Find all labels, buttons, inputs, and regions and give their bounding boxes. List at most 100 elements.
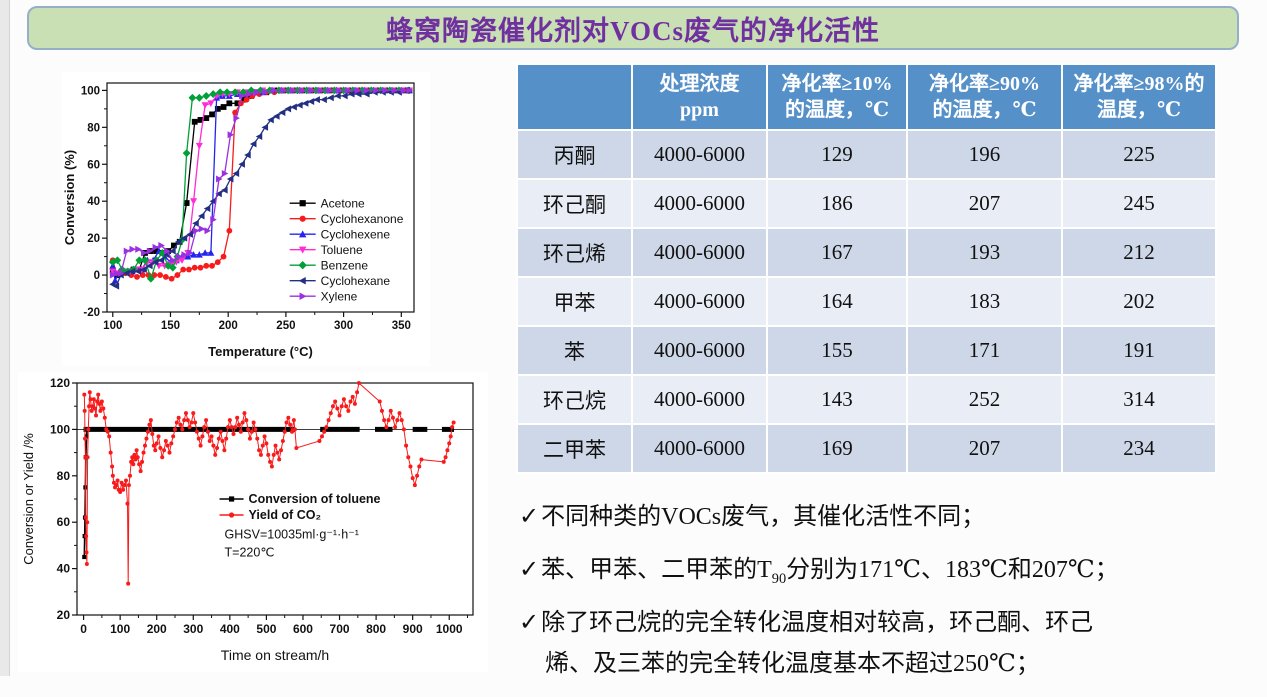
col-header-line: ppm bbox=[680, 99, 719, 121]
table-cell: 183 bbox=[906, 276, 1063, 327]
svg-text:Benzene: Benzene bbox=[321, 258, 369, 272]
col-header-line: 温度，℃ bbox=[1097, 99, 1181, 121]
svg-text:Toluene: Toluene bbox=[321, 243, 363, 257]
svg-text:Conversion (%): Conversion (%) bbox=[62, 150, 77, 245]
svg-text:300: 300 bbox=[334, 320, 353, 332]
svg-text:Cyclohexane: Cyclohexane bbox=[321, 274, 391, 288]
note-text: 分别为171℃、183℃和207℃； bbox=[786, 556, 1119, 583]
table-cell: 193 bbox=[906, 227, 1063, 278]
table-cell: 164 bbox=[766, 276, 908, 327]
svg-text:20: 20 bbox=[57, 608, 71, 622]
table-cell: 4000-6000 bbox=[631, 374, 768, 425]
col-header-line: 处理浓度 bbox=[659, 72, 740, 95]
table-cell: 212 bbox=[1061, 227, 1217, 278]
stability-chart: 0 100 200 300 400 500 600 700 800 900 1000 20 40 60 80… bbox=[18, 372, 488, 672]
svg-text:1000: 1000 bbox=[436, 622, 463, 636]
col-header-t90: 净化率≥90% 的温度，℃ bbox=[906, 63, 1063, 131]
svg-text:Yield of CO₂: Yield of CO₂ bbox=[249, 508, 321, 522]
svg-text:Cyclohexanone: Cyclohexanone bbox=[321, 212, 404, 226]
table-cell: 314 bbox=[1061, 374, 1217, 425]
svg-text:60: 60 bbox=[57, 515, 71, 529]
lightoff-chart-canvas: 100 150 200 250 300 350 -20 0 20 40 60 80 100 Tempera… bbox=[62, 82, 415, 359]
note-item-2: ✓苯、甲苯、二甲苯的T90分别为171℃、183℃和207℃； bbox=[519, 550, 1263, 591]
slide-left-edge bbox=[0, 0, 10, 676]
table-cell: 186 bbox=[766, 178, 908, 229]
svg-text:80: 80 bbox=[87, 122, 100, 134]
t90-subscript: 90 bbox=[771, 570, 787, 587]
note-text: 烯、及三苯的完全转化温度基本不超过250℃； bbox=[545, 650, 1040, 677]
header-row: 处理浓度 ppm 净化率≥10% 的温度，℃ 净化率≥90% 的温度，℃ 净化率… bbox=[516, 63, 1217, 131]
table-cell: 4000-6000 bbox=[631, 178, 768, 229]
table-cell: 4000-6000 bbox=[631, 227, 768, 278]
note-text: 不同种类的VOCs废气，其催化活性不同； bbox=[541, 504, 986, 530]
table-cell: 129 bbox=[766, 129, 908, 180]
svg-text:40: 40 bbox=[57, 562, 71, 576]
lightoff-chart: 100 150 200 250 300 350 -20 0 20 40 60 80 100 Tempera… bbox=[62, 72, 430, 366]
table-cell: 202 bbox=[1061, 276, 1217, 327]
svg-text:500: 500 bbox=[256, 622, 276, 636]
svg-text:Temperature (°C): Temperature (°C) bbox=[208, 344, 313, 359]
svg-text:350: 350 bbox=[392, 320, 411, 332]
svg-text:Xylene: Xylene bbox=[321, 289, 358, 303]
table-cell: 167 bbox=[766, 227, 908, 278]
svg-text:Acetone: Acetone bbox=[321, 196, 365, 210]
results-table: 处理浓度 ppm 净化率≥10% 的温度，℃ 净化率≥90% 的温度，℃ 净化率… bbox=[516, 63, 1217, 474]
note-item-3: ✓除了环己烷的完全转化温度相对较高，环己酮、环己 烯、及三苯的完全转化温度基本不超… bbox=[519, 603, 1263, 685]
svg-text:100: 100 bbox=[50, 422, 70, 436]
table-row: 丙酮 4000-6000 129 196 225 bbox=[516, 129, 1217, 180]
col-header-concentration: 处理浓度 ppm bbox=[631, 63, 768, 131]
compound-name: 丙酮 bbox=[516, 129, 633, 180]
check-icon: ✓ bbox=[519, 504, 540, 530]
svg-text:900: 900 bbox=[403, 622, 423, 636]
compound-name: 环己烷 bbox=[516, 374, 633, 425]
compound-name: 苯 bbox=[516, 325, 633, 376]
table-cell: 171 bbox=[906, 325, 1063, 376]
check-icon: ✓ bbox=[519, 556, 540, 583]
table-cell: 4000-6000 bbox=[631, 276, 768, 327]
svg-text:300: 300 bbox=[183, 622, 203, 636]
svg-text:T=220℃: T=220℃ bbox=[225, 545, 275, 559]
svg-text:120: 120 bbox=[50, 376, 70, 390]
svg-text:0: 0 bbox=[80, 622, 87, 636]
svg-text:40: 40 bbox=[87, 196, 100, 208]
col-header-line: 净化率≥98%的 bbox=[1073, 72, 1205, 95]
table-cell: 245 bbox=[1061, 178, 1217, 229]
table-cell: 4000-6000 bbox=[631, 325, 768, 376]
col-header-line: 净化率≥10% bbox=[781, 72, 893, 95]
col-header-t10: 净化率≥10% 的温度，℃ bbox=[766, 63, 908, 131]
table-row: 二甲苯 4000-6000 169 207 234 bbox=[516, 423, 1217, 474]
svg-text:800: 800 bbox=[366, 622, 386, 636]
stability-chart-canvas: 0 100 200 300 400 500 600 700 800 900 1000 20 40 60 80… bbox=[21, 376, 474, 663]
svg-text:0: 0 bbox=[94, 270, 100, 282]
svg-text:Cyclohexene: Cyclohexene bbox=[321, 227, 391, 241]
table-cell: 207 bbox=[906, 423, 1063, 474]
note-item-1: ✓不同种类的VOCs废气，其催化活性不同； bbox=[519, 497, 1263, 538]
table-cell: 169 bbox=[766, 423, 908, 474]
compound-name: 二甲苯 bbox=[516, 423, 633, 474]
svg-text:Conversion of toluene: Conversion of toluene bbox=[249, 492, 381, 506]
svg-text:60: 60 bbox=[87, 159, 100, 171]
table-row: 甲苯 4000-6000 164 183 202 bbox=[516, 276, 1217, 327]
svg-text:Time on stream/h: Time on stream/h bbox=[221, 647, 329, 663]
svg-text:100: 100 bbox=[81, 85, 100, 97]
notes-list: ✓不同种类的VOCs废气，其催化活性不同； ✓苯、甲苯、二甲苯的T90分别为17… bbox=[519, 497, 1263, 697]
compound-name: 环己酮 bbox=[516, 178, 633, 229]
svg-text:100: 100 bbox=[110, 622, 130, 636]
table-row: 环己烷 4000-6000 143 252 314 bbox=[516, 374, 1217, 425]
table-cell: 191 bbox=[1061, 325, 1217, 376]
svg-text:200: 200 bbox=[219, 320, 238, 332]
table-cell: 143 bbox=[766, 374, 908, 425]
title-banner: 蜂窝陶瓷催化剂对VOCs废气的净化活性 bbox=[27, 6, 1239, 50]
page-title: 蜂窝陶瓷催化剂对VOCs废气的净化活性 bbox=[386, 15, 880, 46]
svg-text:80: 80 bbox=[57, 469, 71, 483]
svg-text:400: 400 bbox=[220, 622, 240, 636]
compound-name: 甲苯 bbox=[516, 276, 633, 327]
svg-text:GHSV=10035ml·g⁻¹·h⁻¹: GHSV=10035ml·g⁻¹·h⁻¹ bbox=[225, 527, 359, 541]
table-row: 环己烯 4000-6000 167 193 212 bbox=[516, 227, 1217, 278]
svg-text:200: 200 bbox=[147, 622, 167, 636]
results-table-body: 丙酮 4000-6000 129 196 225 环己酮 4000-6000 186 207 24… bbox=[516, 129, 1217, 474]
svg-text:-20: -20 bbox=[83, 307, 100, 319]
svg-text:250: 250 bbox=[276, 320, 295, 332]
col-header-line: 的温度，℃ bbox=[932, 99, 1037, 121]
col-header-line: 的温度，℃ bbox=[785, 99, 889, 121]
